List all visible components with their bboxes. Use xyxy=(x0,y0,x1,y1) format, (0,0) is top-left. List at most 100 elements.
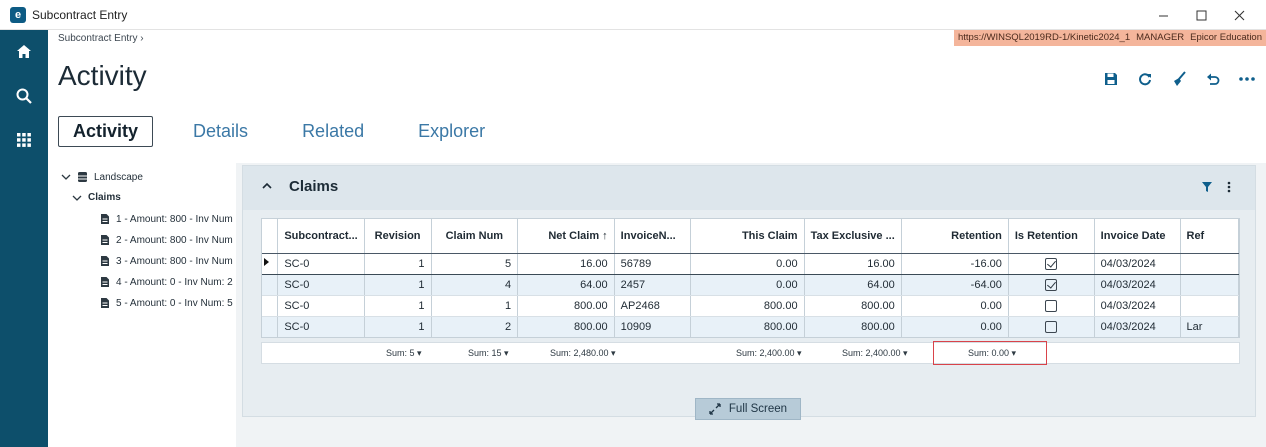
tab-details[interactable]: Details xyxy=(193,121,249,141)
cell-tax-exclusive[interactable]: 720.00 xyxy=(804,337,901,338)
cell-revision[interactable]: 1 xyxy=(364,337,431,338)
column-header-this-claim[interactable]: This Claim xyxy=(690,219,805,254)
cell-retention[interactable]: 80.00 xyxy=(901,337,1008,338)
tree-item[interactable]: 3 - Amount: 800 - Inv Num xyxy=(100,255,233,267)
cell-revision[interactable]: 1 xyxy=(364,274,432,296)
cell-claim-num[interactable]: 2 xyxy=(431,316,519,337)
cell-subcontract[interactable]: SC-0 xyxy=(277,252,365,275)
cell-invoice-num[interactable]: 56789 xyxy=(614,252,692,275)
cell-is-retention[interactable] xyxy=(1008,274,1095,296)
undo-button[interactable] xyxy=(1204,70,1222,88)
cell-net-claim[interactable]: 800.00 xyxy=(518,337,615,338)
cell-claim-num[interactable]: 4 xyxy=(431,274,519,296)
tab-activity[interactable]: Activity xyxy=(58,116,154,147)
cell-this-claim[interactable]: 800.00 xyxy=(690,316,805,337)
cell-subcontract[interactable]: SC-0 xyxy=(277,316,365,337)
row-selector[interactable] xyxy=(262,337,278,338)
column-header-revision[interactable]: Revision xyxy=(364,219,432,254)
is-retention-checkbox[interactable] xyxy=(1045,299,1058,312)
tab-explorer[interactable]: Explorer xyxy=(418,121,486,141)
cell-subcontract[interactable]: SC-0 xyxy=(277,274,365,296)
cell-retention[interactable]: 0.00 xyxy=(901,316,1009,337)
sum-tax-exclusive[interactable]: Sum: 2,400.00 ▾ xyxy=(842,348,908,358)
cell-this-claim[interactable]: 800.00 xyxy=(691,337,804,338)
cell-tax-exclusive[interactable]: 16.00 xyxy=(804,252,902,275)
cell-ref[interactable]: Ca xyxy=(1180,337,1239,338)
cell-is-retention[interactable] xyxy=(1008,337,1094,338)
cell-ref[interactable] xyxy=(1180,274,1239,296)
sum-this-claim[interactable]: Sum: 2,400.00 ▾ xyxy=(736,348,802,358)
refresh-button[interactable] xyxy=(1136,70,1154,88)
is-retention-checkbox[interactable] xyxy=(1045,257,1058,270)
cell-retention[interactable]: -64.00 xyxy=(901,274,1009,296)
sum-claim-num[interactable]: Sum: 15 ▾ xyxy=(468,348,509,358)
cell-invoice-date[interactable]: 04/03/2024 xyxy=(1094,295,1181,317)
row-selector[interactable] xyxy=(262,274,279,296)
table-row[interactable]: SC-0 1 1 800.00 AP2468 800.00 800.00 0.00 04/03/… xyxy=(262,295,1239,317)
tree-node-landscape[interactable]: Landscape xyxy=(61,171,143,183)
cell-net-claim[interactable]: 800.00 xyxy=(517,295,615,317)
table-row[interactable]: SC-0 1 2 800.00 10909 800.00 800.00 0.00 04/03/2… xyxy=(262,316,1239,337)
column-header-retention[interactable]: Retention xyxy=(901,219,1009,254)
full-screen-button[interactable]: Full Screen xyxy=(695,398,801,420)
column-header-net-claim[interactable]: Net Claim ↑ xyxy=(517,219,615,254)
cell-is-retention[interactable] xyxy=(1008,295,1095,317)
cell-ref[interactable]: Lar xyxy=(1180,316,1239,337)
cell-subcontract[interactable]: SC-0 xyxy=(277,295,365,317)
tree-item[interactable]: 1 - Amount: 800 - Inv Num xyxy=(100,213,233,225)
cell-net-claim[interactable]: 800.00 xyxy=(517,316,615,337)
table-row[interactable]: SC-0 1 4 64.00 2457 0.00 64.00 -64.00 04/03/2024 xyxy=(262,274,1239,296)
table-row[interactable]: SC-0 1 5 16.00 56789 0.00 16.00 -16.00 04/03/202… xyxy=(262,252,1239,275)
cell-this-claim[interactable]: 0.00 xyxy=(690,252,805,275)
row-selector[interactable] xyxy=(262,252,279,275)
cell-retention[interactable]: 0.00 xyxy=(901,295,1009,317)
tab-related[interactable]: Related xyxy=(302,121,365,141)
vertical-ellipsis-icon[interactable] xyxy=(1227,181,1231,193)
home-button[interactable] xyxy=(0,30,48,74)
tree-item[interactable]: 4 - Amount: 0 - Inv Num: 2 xyxy=(100,276,233,288)
cell-is-retention[interactable] xyxy=(1008,252,1095,275)
cell-revision[interactable]: 1 xyxy=(364,252,432,275)
sum-revision[interactable]: Sum: 5 ▾ xyxy=(386,348,422,358)
cell-ref[interactable] xyxy=(1180,295,1239,317)
cell-revision[interactable]: 1 xyxy=(364,316,432,337)
cell-invoice-date[interactable]: 04/03/2024 xyxy=(1094,316,1181,337)
row-selector[interactable] xyxy=(262,316,279,337)
chevron-up-icon[interactable] xyxy=(261,181,273,191)
cell-invoice-num[interactable]: 10909 xyxy=(614,316,692,337)
cell-ref[interactable] xyxy=(1180,252,1239,275)
cell-invoice-date[interactable]: 04/03/2024 xyxy=(1094,274,1181,296)
cell-invoice-num[interactable]: 45678 xyxy=(614,337,691,338)
save-button[interactable] xyxy=(1102,70,1120,88)
cell-tax-exclusive[interactable]: 64.00 xyxy=(804,274,902,296)
tree-item[interactable]: 2 - Amount: 800 - Inv Num xyxy=(100,234,233,246)
table-row[interactable]: SC-013800.0045678800.00720.0080.0004/03/… xyxy=(262,337,1239,338)
more-options-button[interactable] xyxy=(1238,70,1256,88)
column-header-ref[interactable]: Ref xyxy=(1180,219,1239,254)
column-header-tax-exclusive[interactable]: Tax Exclusive ... xyxy=(804,219,902,254)
column-header-subcontract[interactable]: Subcontract... xyxy=(277,219,365,254)
cell-retention[interactable]: -16.00 xyxy=(901,252,1009,275)
column-header-invoice-num[interactable]: InvoiceN... xyxy=(614,219,692,254)
cell-net-claim[interactable]: 64.00 xyxy=(517,274,615,296)
sum-net-claim[interactable]: Sum: 2,480.00 ▾ xyxy=(550,348,616,358)
cell-tax-exclusive[interactable]: 800.00 xyxy=(804,316,902,337)
cell-invoice-date[interactable]: 04/03/2024 xyxy=(1094,337,1180,338)
is-retention-checkbox[interactable] xyxy=(1045,320,1058,333)
cell-subcontract[interactable]: SC-0 xyxy=(278,337,364,338)
cell-revision[interactable]: 1 xyxy=(364,295,432,317)
column-header-is-retention[interactable]: Is Retention xyxy=(1008,219,1095,254)
tree-item[interactable]: 5 - Amount: 0 - Inv Num: 5 xyxy=(100,297,233,309)
clear-button[interactable] xyxy=(1170,70,1188,88)
tree-node-claims[interactable]: Claims xyxy=(72,192,121,203)
cell-claim-num[interactable]: 5 xyxy=(431,252,519,275)
close-button[interactable] xyxy=(1220,0,1258,30)
cell-claim-num[interactable]: 1 xyxy=(431,295,519,317)
row-selector[interactable] xyxy=(262,295,279,317)
is-retention-checkbox[interactable] xyxy=(1045,278,1058,291)
column-header-invoice-date[interactable]: Invoice Date xyxy=(1094,219,1181,254)
cell-invoice-date[interactable]: 04/03/2024 xyxy=(1094,252,1181,275)
sum-retention[interactable]: Sum: 0.00 ▾ xyxy=(933,341,1048,365)
cell-tax-exclusive[interactable]: 800.00 xyxy=(804,295,902,317)
filter-icon[interactable] xyxy=(1201,181,1213,193)
